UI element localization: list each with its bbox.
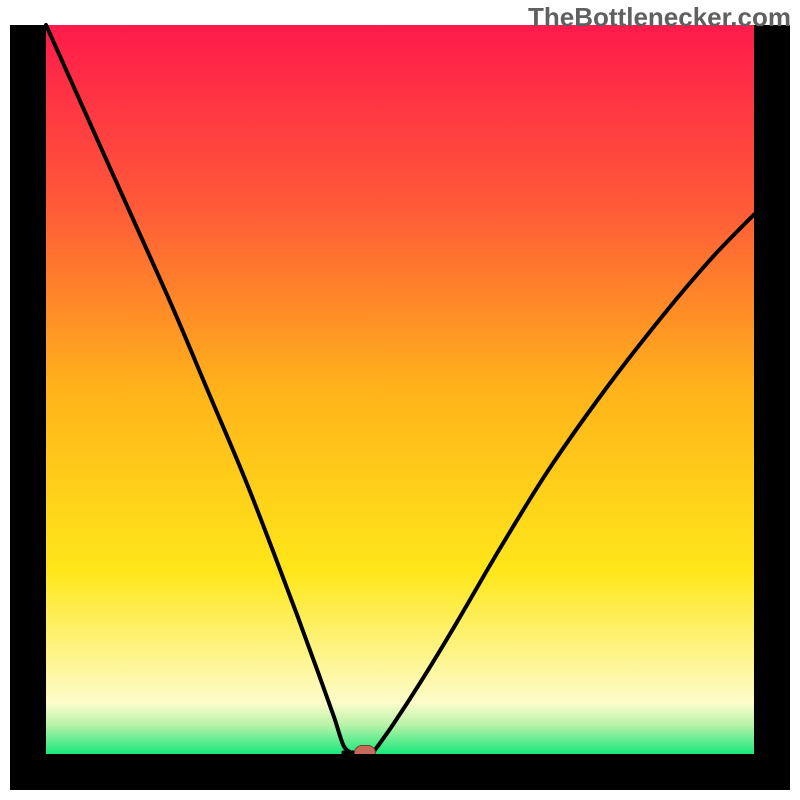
watermark-text: TheBottlenecker.com (528, 2, 791, 33)
plot-background-gradient (46, 25, 754, 754)
figure-root: TheBottlenecker.com (0, 0, 800, 800)
frame-right (754, 25, 790, 790)
frame-bottom (10, 754, 790, 790)
frame-left (10, 25, 46, 790)
